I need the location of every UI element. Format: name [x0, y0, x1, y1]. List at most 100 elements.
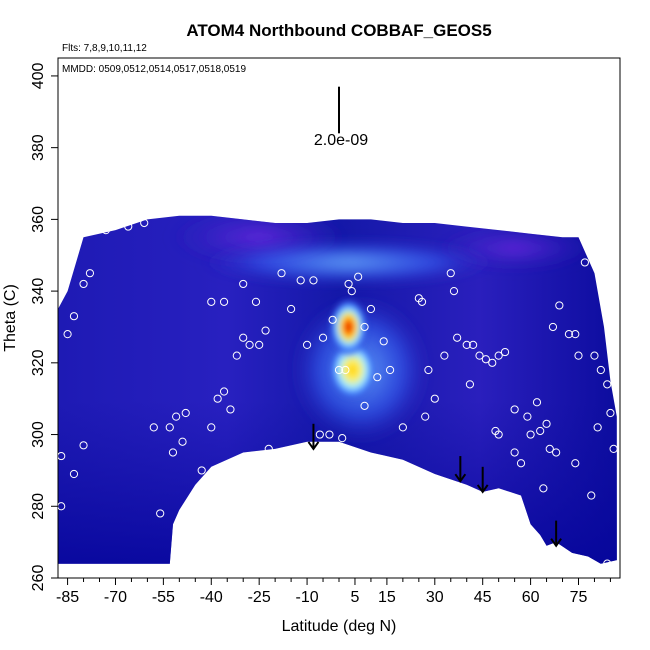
- flight-arrow: [550, 520, 562, 548]
- sample-point: [58, 451, 66, 461]
- sample-point: [306, 459, 315, 468]
- flight-arrow: [476, 466, 489, 494]
- sample-point: [510, 405, 519, 414]
- sample-point: [516, 459, 526, 468]
- x-tick-label: 30: [426, 589, 444, 606]
- sample-point: [79, 441, 88, 450]
- sample-point: [536, 426, 545, 436]
- x-axis: -85 -70 -55 -40 -25 -10 5 15 30 45 60 75: [56, 578, 611, 606]
- sample-point: [385, 365, 395, 375]
- sample-point: [315, 430, 324, 439]
- y-tick-label: 340: [30, 278, 47, 305]
- arrow-head: [307, 441, 320, 451]
- sample-point: [181, 408, 190, 418]
- sample-point: [63, 330, 72, 339]
- sample-point: [606, 408, 615, 418]
- sample-point: [603, 559, 612, 568]
- sample-point: [453, 333, 462, 342]
- y-tick-label: 400: [30, 62, 47, 89]
- sample-point: [213, 394, 222, 403]
- sample-point: [165, 423, 174, 432]
- sample-point: [523, 412, 532, 421]
- sample-point: [239, 279, 248, 289]
- sample-point: [101, 226, 110, 235]
- y-tick-label: 380: [30, 134, 47, 161]
- sample-point: [354, 272, 363, 281]
- x-tick-label: 75: [570, 589, 588, 606]
- sample-point: [421, 412, 430, 421]
- y-tick-label: 260: [30, 565, 47, 592]
- sample-point: [510, 448, 519, 457]
- x-tick-label: 15: [378, 589, 396, 606]
- sample-point: [69, 469, 79, 479]
- sample-point: [124, 222, 133, 231]
- sample-point: [500, 347, 510, 357]
- sample-point: [255, 340, 264, 349]
- sample-point: [539, 484, 548, 493]
- sample-point: [85, 269, 95, 278]
- sample-point: [156, 509, 165, 518]
- sample-point: [287, 304, 296, 314]
- sample-point: [430, 394, 439, 403]
- sample-point: [571, 459, 580, 468]
- sample-point: [532, 398, 542, 407]
- sample-point: [360, 322, 369, 332]
- flight-arrow: [307, 423, 320, 451]
- sample-point: [239, 333, 248, 342]
- sample-point: [587, 491, 596, 500]
- y-tick-label: 360: [30, 206, 47, 233]
- sample-point: [564, 330, 574, 339]
- sample-point: [379, 337, 388, 346]
- x-tick-label: 60: [522, 589, 540, 606]
- sample-point: [334, 365, 344, 375]
- x-tick-label: 5: [351, 589, 360, 606]
- sample-point: [488, 358, 497, 367]
- sample-point: [449, 287, 459, 296]
- sample-point: [481, 355, 490, 364]
- sample-point: [197, 466, 206, 475]
- sample-point: [603, 380, 612, 389]
- sample-point: [580, 258, 589, 267]
- flights-annotation: Flts: 7,8,9,10,11,12: [62, 43, 147, 54]
- sample-point: [140, 218, 149, 228]
- sample-point: [475, 351, 484, 360]
- sample-point: [440, 351, 449, 360]
- arrow-head: [550, 538, 562, 548]
- sample-point: [510, 520, 519, 529]
- flight-arrows: [307, 423, 562, 548]
- arrow-head: [476, 484, 489, 494]
- sample-point: [325, 430, 334, 439]
- sample-point: [398, 423, 407, 432]
- x-axis-label: Latitude (deg N): [282, 618, 397, 635]
- sample-point: [469, 340, 478, 349]
- upper-halo: [198, 240, 499, 285]
- sample-point: [465, 380, 475, 389]
- sample-point: [318, 333, 328, 342]
- sample-point: [117, 215, 126, 224]
- sample-point: [334, 444, 344, 453]
- sample-point: [529, 555, 538, 565]
- sample-point: [424, 365, 433, 375]
- sample-point: [207, 423, 216, 432]
- sample-point: [548, 322, 558, 332]
- sample-point: [232, 351, 241, 360]
- sample-point: [462, 340, 471, 349]
- x-tick-label: -85: [56, 589, 79, 606]
- sample-point: [338, 434, 347, 443]
- x-tick-label: 45: [474, 589, 492, 606]
- sample-point: [593, 423, 602, 432]
- sample-point: [555, 301, 564, 310]
- sample-point: [175, 516, 184, 525]
- chart-title: ATOM4 Northbound COBBAF_GEOS5: [186, 21, 491, 40]
- y-tick-label: 320: [30, 349, 47, 376]
- y-tick-label: 300: [30, 421, 47, 448]
- sample-point: [207, 297, 216, 306]
- x-tick-label: -55: [152, 589, 175, 606]
- sample-point: [69, 312, 79, 321]
- sample-point: [587, 233, 596, 242]
- sample-point: [302, 340, 312, 349]
- sample-point: [296, 276, 305, 285]
- sample-point: [545, 444, 554, 453]
- sample-point: [571, 330, 580, 339]
